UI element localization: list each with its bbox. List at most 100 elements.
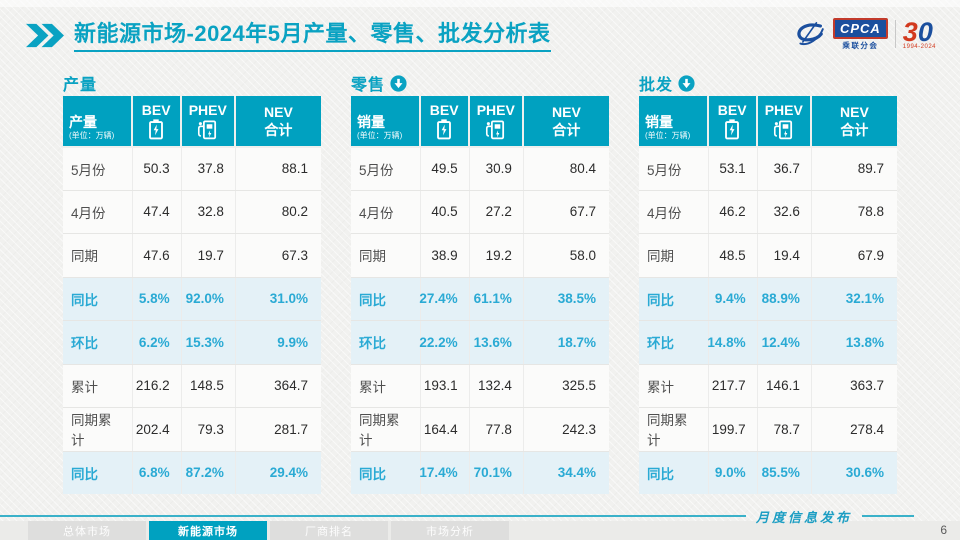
table-row: 累计 216.2 148.5 364.7 — [63, 363, 321, 407]
table-row: 环比 14.8% 12.4% 13.8% — [639, 320, 897, 364]
cell-nev-total-value: 9.9% — [277, 334, 308, 350]
row-label: 同期 — [639, 234, 709, 277]
cell-nev-total-value: 31.0% — [269, 291, 308, 307]
nav-tab-2[interactable]: 新能源市场 — [149, 521, 267, 540]
section-title: 批发 — [639, 77, 674, 94]
table-row: 同期累计 199.7 78.7 278.4 — [639, 407, 897, 451]
row-label: 同比 — [639, 277, 709, 320]
cell-phev-value: 79.3 — [182, 408, 236, 451]
row-label: 同期 — [351, 234, 421, 277]
cell-bev-value: 17.4% — [419, 451, 470, 494]
battery-icon — [149, 119, 164, 140]
table-row: 累计 193.1 132.4 325.5 — [351, 363, 609, 407]
table-row: 同比 9.0% 85.5% 30.6% — [639, 450, 897, 494]
row-label: 环比 — [63, 321, 133, 364]
cell-bev-value: 53.1 — [709, 148, 758, 190]
down-arrow-icon — [390, 74, 407, 92]
cell-bev-value: 48.5 — [709, 234, 758, 277]
logo-divider — [894, 20, 896, 48]
30th-anniversary-logo: 30 1994-2024 — [902, 18, 938, 50]
cpca-logo-text: CPCA — [832, 17, 888, 39]
table-row: 4月份 46.2 32.6 78.8 — [639, 189, 897, 233]
cell-bev-value: 9.4% — [709, 277, 758, 320]
cell-nev-total-value: 32.1% — [845, 291, 884, 307]
cell-bev-value: 199.7 — [709, 408, 758, 451]
cell-bev-value: 47.4 — [133, 190, 182, 233]
cell-phev-value: 70.1% — [470, 451, 524, 494]
footer-line-right — [862, 515, 914, 517]
column-header-phev: PHEV — [757, 96, 812, 146]
cell-phev-value: 37.8 — [182, 148, 236, 190]
cell-phev-value: 78.7 — [758, 408, 812, 451]
charger-icon — [486, 120, 505, 140]
row-label: 累计 — [63, 364, 133, 407]
footer-line-left — [0, 515, 746, 517]
logo-area: CPCA 乘联分会 30 1994-2024 — [794, 17, 938, 51]
table-row: 累计 217.7 146.1 363.7 — [639, 363, 897, 407]
table-header-row: 销量 (单位：万辆) BEV PHEV — [639, 96, 897, 146]
row-label: 4月份 — [63, 190, 133, 233]
table-row: 同比 5.8% 92.0% 31.0% — [63, 276, 321, 320]
nav-tab-4[interactable]: 市场分析 — [391, 521, 509, 540]
cell-nev-total-value: 364.7 — [274, 378, 308, 394]
battery-icon — [437, 119, 452, 140]
anniversary-years: 1994-2024 — [902, 43, 936, 50]
table-row: 5月份 50.3 37.8 88.1 — [63, 146, 321, 190]
cell-bev-value: 22.2% — [419, 321, 470, 364]
row-label: 同期累计 — [351, 408, 421, 451]
cell-nev-total-value: 88.1 — [281, 161, 308, 177]
row-label: 环比 — [639, 321, 709, 364]
cell-phev-value: 32.8 — [182, 190, 236, 233]
table-row: 4月份 47.4 32.8 80.2 — [63, 189, 321, 233]
cell-bev-value: 216.2 — [133, 364, 182, 407]
cell-nev-total-value: 242.3 — [562, 421, 596, 437]
column-header-nev-total: NEV 合计 — [523, 96, 609, 146]
cell-phev-value: 85.5% — [758, 451, 812, 494]
cpca-swoosh-icon — [797, 21, 824, 46]
cell-nev-total-value: 29.4% — [269, 465, 308, 481]
table-row: 同比 9.4% 88.9% 32.1% — [639, 276, 897, 320]
table-row: 同期 48.5 19.4 67.9 — [639, 233, 897, 277]
cell-phev-value: 146.1 — [758, 364, 812, 407]
cell-bev-value: 27.4% — [419, 277, 470, 320]
cell-nev-total-value: 34.4% — [557, 465, 596, 481]
charger-icon — [774, 120, 793, 140]
cell-phev-value: 12.4% — [758, 321, 812, 364]
cell-phev-value: 61.1% — [470, 277, 524, 320]
row-label: 同期 — [63, 234, 133, 277]
table-row: 5月份 49.5 30.9 80.4 — [351, 146, 609, 190]
table-row: 5月份 53.1 36.7 89.7 — [639, 146, 897, 190]
section-title: 零售 — [351, 77, 386, 94]
publication-name: 月度信息发布 — [755, 509, 852, 525]
row-label: 5月份 — [639, 148, 709, 190]
cell-nev-total-value: 363.7 — [850, 378, 884, 394]
cell-nev-total-value: 30.6% — [845, 465, 884, 481]
bottom-nav: 总体市场 新能源市场 厂商排名 市场分析 — [0, 521, 960, 540]
cell-nev-total-value: 58.0 — [569, 247, 596, 263]
row-label: 4月份 — [351, 190, 421, 233]
nav-tab-3[interactable]: 厂商排名 — [270, 521, 388, 540]
row-label: 环比 — [351, 321, 421, 364]
row-label: 同比 — [639, 451, 709, 494]
cell-phev-value: 30.9 — [470, 148, 524, 190]
wholesale-table-section: 批发 CPCA 乘联分会 销量 (单位：万辆) BEV — [639, 70, 897, 494]
cell-nev-total-value: 89.7 — [857, 161, 884, 177]
column-header-nev-total: NEV 合计 — [811, 96, 897, 146]
cell-bev-value: 5.8% — [133, 277, 182, 320]
cell-nev-total-value: 80.4 — [569, 161, 596, 177]
cell-bev-value: 164.4 — [421, 408, 470, 451]
nav-tab-1[interactable]: 总体市场 — [28, 521, 146, 540]
cell-phev-value: 19.4 — [758, 234, 812, 277]
tables-region: 产量 CPCA 乘联分会 产量 (单位：万辆) BEV — [63, 70, 897, 494]
cell-phev-value: 19.7 — [182, 234, 236, 277]
row-label: 同期累计 — [63, 408, 133, 451]
table-body: 5月份 50.3 37.8 88.1 4月份 47.4 32.8 80.2 同期… — [63, 146, 321, 494]
section-title: 产量 — [63, 77, 98, 94]
row-label: 同比 — [351, 451, 421, 494]
table-body: 5月份 53.1 36.7 89.7 4月份 46.2 32.6 78.8 同期… — [639, 146, 897, 494]
cell-bev-value: 9.0% — [709, 451, 758, 494]
cell-phev-value: 32.6 — [758, 190, 812, 233]
cell-phev-value: 13.6% — [470, 321, 524, 364]
cell-nev-total-value: 67.7 — [569, 204, 596, 220]
